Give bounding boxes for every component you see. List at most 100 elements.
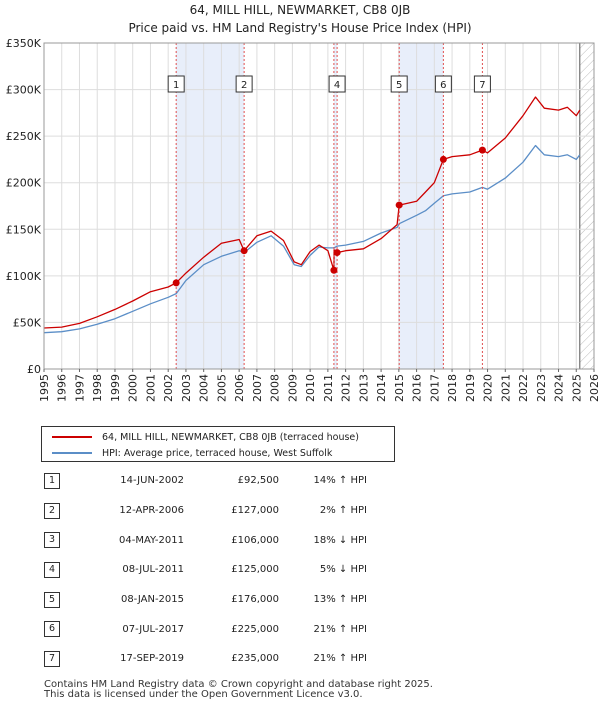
sale-marker-6 — [439, 155, 447, 163]
sale-date: 17-SEP-2019 — [120, 653, 184, 665]
sale-marker-7 — [478, 146, 486, 154]
sales-row: 4 08-JUL-2011 £125,000 5% ↓ HPI — [40, 555, 367, 585]
x-tick-label: 2017 — [428, 374, 441, 402]
x-tick-label: 2006 — [233, 374, 246, 402]
sales-row: 2 12-APR-2006 £127,000 2% ↑ HPI — [40, 496, 367, 526]
x-tick-label: 2007 — [251, 374, 264, 402]
x-tick-label: 2026 — [588, 374, 600, 402]
sale-date: 04-MAY-2011 — [118, 534, 184, 546]
x-tick-label: 2009 — [286, 374, 299, 402]
sale-price: £127,000 — [231, 505, 279, 517]
x-tick-label: 2001 — [144, 374, 157, 402]
sale-hpi-diff: 18% ↓ HPI — [313, 534, 367, 546]
sales-row: 7 17-SEP-2019 £235,000 21% ↑ HPI — [40, 644, 367, 674]
sale-hpi-diff: 21% ↑ HPI — [313, 653, 367, 665]
y-tick-label: £150K — [6, 223, 42, 236]
x-tick-label: 2023 — [535, 374, 548, 402]
sale-date: 07-JUL-2017 — [122, 623, 184, 635]
sale-price: £225,000 — [231, 623, 279, 635]
x-tick-label: 2020 — [482, 374, 495, 402]
x-tick-label: 1995 — [38, 374, 51, 402]
x-tick-label: 2024 — [553, 374, 566, 402]
footer: Contains HM Land Registry data © Crown c… — [44, 680, 433, 700]
plot-area — [44, 43, 594, 369]
legend-item-property: 64, MILL HILL, NEWMARKET, CB8 0JB (terra… — [52, 429, 359, 445]
y-tick-label: £250K — [6, 130, 42, 143]
sales-table: 1 14-JUN-2002 £92,500 14% ↑ HPI 2 12-APR-2006… — [40, 466, 367, 674]
y-tick-label: £300K — [6, 84, 42, 97]
sale-hpi-diff: 13% ↑ HPI — [313, 594, 367, 606]
shaded-period-1 — [176, 43, 245, 369]
sale-date: 12-APR-2006 — [119, 505, 184, 517]
sale-box-label-1: 1 — [173, 80, 179, 91]
sale-hpi-diff: 2% ↑ HPI — [319, 505, 367, 517]
x-tick-label: 1999 — [109, 374, 122, 402]
chart-legend: 64, MILL HILL, NEWMARKET, CB8 0JB (terra… — [41, 426, 395, 462]
y-tick-label: £200K — [6, 177, 42, 190]
x-tick-label: 2022 — [517, 374, 530, 402]
footer-copyright: Contains HM Land Registry data © Crown c… — [44, 679, 433, 690]
sale-marker-2 — [240, 247, 248, 255]
x-tick-label: 2010 — [304, 374, 317, 402]
chart-title: 64, MILL HILL, NEWMARKET, CB8 0JB — [189, 3, 411, 17]
x-tick-label: 2015 — [393, 374, 406, 402]
sale-number: 7 — [44, 650, 60, 667]
sale-marker-4 — [333, 249, 341, 257]
x-tick-label: 2004 — [198, 374, 211, 402]
x-tick-label: 2002 — [162, 374, 175, 402]
sale-price: £106,000 — [231, 534, 279, 546]
x-tick-label: 2025 — [570, 374, 583, 402]
footer-licence: This data is licensed under the Open Gov… — [44, 689, 363, 700]
x-tick-label: 2012 — [340, 374, 353, 402]
sale-box-label-2: 2 — [241, 80, 247, 91]
sale-marker-3 — [330, 266, 338, 274]
sale-price: £92,500 — [237, 475, 279, 487]
y-tick-label: £50K — [13, 316, 42, 329]
sales-row: 6 07-JUL-2017 £225,000 21% ↑ HPI — [40, 614, 367, 644]
sale-box-label-5: 5 — [396, 80, 402, 91]
x-tick-label: 2000 — [127, 374, 140, 402]
sale-box-6 — [434, 75, 452, 93]
x-tick-label: 2018 — [446, 374, 459, 402]
sale-marker-5 — [395, 201, 403, 209]
legend-item-hpi: HPI: Average price, terraced house, West… — [52, 445, 332, 461]
x-tick-label: 2021 — [499, 374, 512, 402]
sales-row: 3 04-MAY-2011 £106,000 18% ↓ HPI — [40, 525, 367, 555]
shaded-period-3 — [399, 43, 444, 369]
sale-box-1 — [167, 75, 185, 93]
sales-row: 1 14-JUN-2002 £92,500 14% ↑ HPI — [40, 466, 367, 496]
plot-frame — [43, 42, 595, 370]
y-tick-label: £350K — [6, 37, 42, 50]
forecast-region — [579, 43, 594, 369]
y-tick-label: £100K — [6, 270, 42, 283]
sale-number: 5 — [44, 591, 60, 608]
x-tick-label: 2013 — [357, 374, 370, 402]
sale-number: 6 — [44, 621, 60, 638]
sale-box-7 — [473, 75, 491, 93]
x-tick-label: 1997 — [73, 374, 86, 402]
sale-hpi-diff: 21% ↑ HPI — [313, 623, 367, 635]
sale-box-5 — [390, 75, 408, 93]
sale-box-2 — [235, 75, 253, 93]
y-tick-label: £0 — [27, 363, 41, 376]
sale-date: 08-JUL-2011 — [122, 564, 184, 576]
sale-box-4 — [328, 75, 346, 93]
legend-label-property: 64, MILL HILL, NEWMARKET, CB8 0JB (terra… — [102, 431, 359, 443]
chart-subtitle: Price paid vs. HM Land Registry's House … — [128, 21, 472, 35]
x-tick-label: 2005 — [215, 374, 228, 402]
legend-swatch-property — [52, 436, 92, 438]
price-chart: £0 £50K £100K £150K £200K £250K £300K £350K 1995… — [6, 37, 600, 402]
sale-hpi-diff: 5% ↓ HPI — [319, 564, 367, 576]
sale-date: 14-JUN-2002 — [120, 475, 184, 487]
sale-number: 3 — [44, 532, 60, 549]
sale-price: £125,000 — [231, 564, 279, 576]
sale-price: £176,000 — [231, 594, 279, 606]
x-tick-label: 1996 — [56, 374, 69, 402]
legend-label-hpi: HPI: Average price, terraced house, West… — [102, 447, 333, 459]
sale-hpi-diff: 14% ↑ HPI — [313, 475, 367, 487]
x-tick-label: 2016 — [411, 374, 424, 402]
shaded-period-2 — [333, 43, 338, 369]
sale-number: 4 — [44, 561, 60, 578]
sale-box-label-6: 6 — [440, 80, 446, 91]
sale-number: 2 — [44, 502, 60, 519]
